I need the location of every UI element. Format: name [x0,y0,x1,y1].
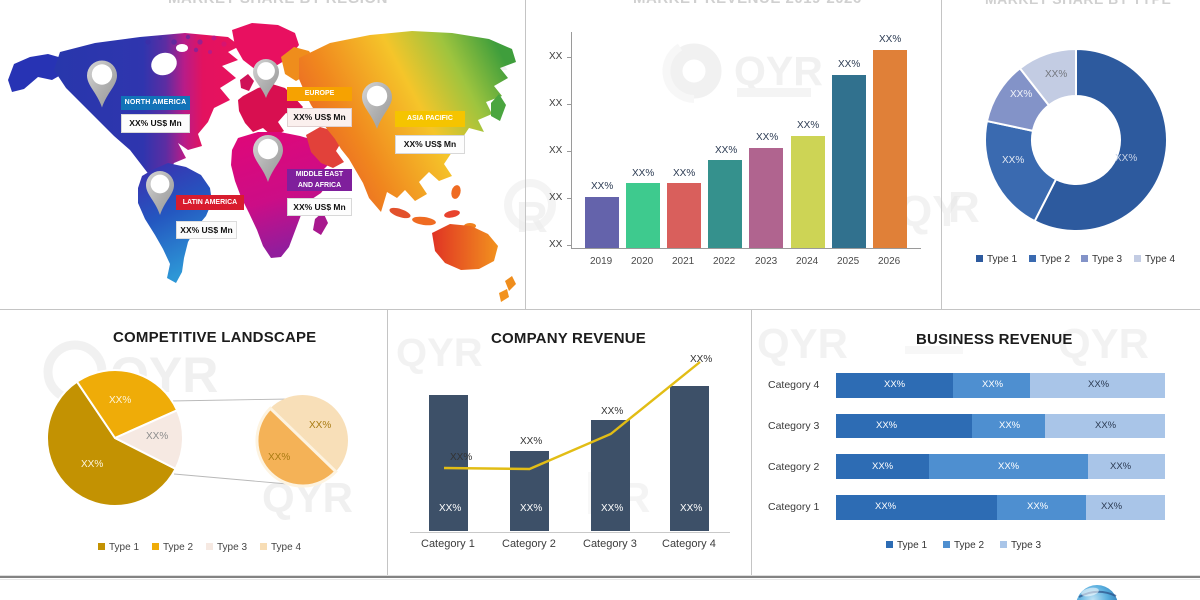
svg-text:XX%: XX% [309,420,331,431]
svg-text:QYR: QYR [1058,320,1149,367]
svg-text:R: R [516,193,548,242]
svg-text:QYR: QYR [396,331,483,375]
svg-text:QYR: QYR [734,48,823,94]
svg-text:XX%: XX% [1002,155,1024,166]
svg-text:XX%: XX% [1045,69,1067,80]
svg-text:XX%: XX% [1010,89,1032,100]
svg-text:XX%: XX% [268,452,290,463]
svg-text:QY: QY [898,187,962,236]
svg-text:XX%: XX% [109,395,131,406]
svg-text:XX%: XX% [81,459,103,470]
svg-text:QYR: QYR [757,320,848,367]
svg-text:XX%: XX% [146,431,168,442]
svg-text:XX%: XX% [1115,153,1137,164]
svg-text:R: R [948,183,980,232]
